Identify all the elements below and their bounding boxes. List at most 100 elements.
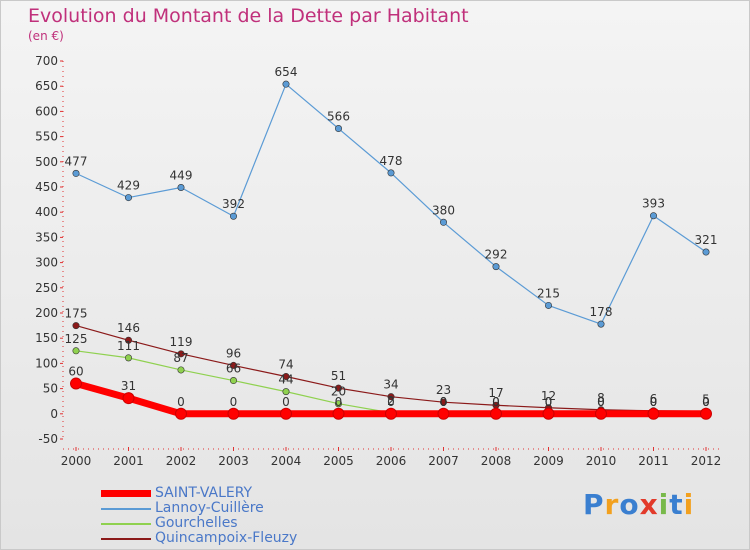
logo-letter: r	[604, 488, 620, 521]
data-label: 0	[177, 395, 185, 409]
data-point	[230, 377, 238, 385]
x-tick-label: 2003	[218, 454, 249, 468]
data-point	[700, 407, 712, 420]
data-label: 60	[68, 365, 83, 379]
axes: -500501001502002503003504004505005506006…	[35, 54, 721, 468]
data-label: 8	[597, 391, 605, 405]
data-point	[230, 212, 238, 220]
data-label: 0	[282, 395, 290, 409]
x-tick-label: 2010	[586, 454, 617, 468]
logo-letter: P	[583, 488, 605, 521]
data-label: 292	[485, 248, 508, 262]
y-tick-label: 500	[35, 155, 58, 169]
x-tick-label: 2007	[428, 454, 459, 468]
data-label: 0	[545, 395, 553, 409]
data-point	[437, 407, 450, 420]
chart-unit: (en €)	[28, 29, 64, 43]
y-tick-label: -50	[38, 432, 58, 446]
data-label: 178	[590, 305, 613, 319]
legend-label-saint-valery: SAINT-VALERY	[155, 485, 253, 501]
data-point	[647, 407, 660, 420]
data-label: 380	[432, 203, 455, 217]
data-label: 477	[65, 154, 88, 168]
data-point	[387, 393, 395, 401]
data-label: 74	[278, 358, 293, 372]
data-label: 0	[440, 395, 448, 409]
legend-swatch-saint-valery	[101, 490, 151, 497]
data-point	[175, 407, 187, 420]
x-tick-label: 2009	[533, 454, 564, 468]
data-label: 175	[65, 307, 88, 321]
series-line	[75, 83, 707, 325]
y-tick-label: 100	[35, 356, 58, 370]
data-point	[282, 80, 290, 88]
data-point	[385, 407, 397, 420]
x-tick-label: 2000	[61, 454, 92, 468]
chart-title: Evolution du Montant de la Dette par Hab…	[28, 5, 469, 27]
data-label: 111	[117, 339, 140, 353]
data-point	[595, 407, 607, 420]
data-label: 478	[380, 154, 403, 168]
y-tick-label: 150	[35, 331, 58, 345]
y-tick-label: 350	[35, 230, 58, 244]
logo-letter: i	[658, 488, 670, 521]
data-point	[439, 398, 447, 406]
logo-letter: t	[669, 488, 684, 521]
data-point	[125, 354, 133, 362]
y-tick-label: 600	[35, 104, 58, 118]
data-label: 44	[278, 373, 293, 387]
x-tick-label: 2001	[113, 454, 144, 468]
data-label: 429	[117, 179, 140, 193]
data-point	[439, 218, 447, 226]
data-label: 393	[642, 197, 665, 211]
series-lines	[70, 80, 712, 420]
data-label: 23	[436, 383, 451, 397]
data-label: 0	[492, 395, 500, 409]
x-tick-label: 2012	[691, 454, 722, 468]
data-point	[387, 169, 395, 177]
logo-letter: i	[683, 488, 695, 521]
data-point	[177, 366, 185, 374]
data-point	[230, 361, 238, 369]
data-label: 51	[331, 369, 346, 383]
data-point	[334, 125, 342, 133]
y-tick-label: 0	[50, 407, 58, 421]
data-label: 17	[488, 386, 503, 400]
logo-letter: o	[619, 488, 640, 521]
y-tick-label: 50	[43, 382, 58, 396]
data-label: 0	[650, 395, 658, 409]
data-label: 0	[650, 395, 658, 409]
data-label: 2	[387, 394, 395, 408]
y-tick-label: 250	[35, 281, 58, 295]
x-tick-label: 2004	[271, 454, 302, 468]
legend-label-lannoy-cuillere: Lannoy-Cuillère	[155, 500, 264, 516]
data-label: 125	[65, 332, 88, 346]
data-label: 66	[226, 362, 241, 376]
logo-letter: x	[639, 488, 659, 521]
data-label: 392	[222, 197, 245, 211]
data-point	[282, 388, 290, 396]
data-label: 321	[695, 233, 718, 247]
data-label: 31	[121, 379, 136, 393]
data-point	[282, 373, 290, 381]
data-point	[72, 322, 80, 330]
data-point	[649, 212, 657, 220]
y-tick-label: 700	[35, 54, 58, 68]
data-point	[544, 301, 552, 309]
data-label: 0	[597, 395, 605, 409]
data-label: 0	[702, 395, 710, 409]
y-tick-label: 550	[35, 130, 58, 144]
data-label: 6	[650, 392, 658, 406]
x-tick-label: 2002	[166, 454, 197, 468]
y-tick-label: 300	[35, 256, 58, 270]
data-label: 96	[226, 346, 241, 360]
data-point	[72, 347, 80, 355]
data-point	[177, 350, 185, 358]
data-label: 5	[702, 392, 710, 406]
data-point	[332, 407, 345, 420]
legend-swatch-quincampoix-fleuzy	[101, 538, 151, 540]
data-label: 34	[383, 378, 398, 392]
data-point	[702, 248, 710, 256]
data-labels: 4774294493926545664783802922151783933211…	[65, 65, 718, 409]
